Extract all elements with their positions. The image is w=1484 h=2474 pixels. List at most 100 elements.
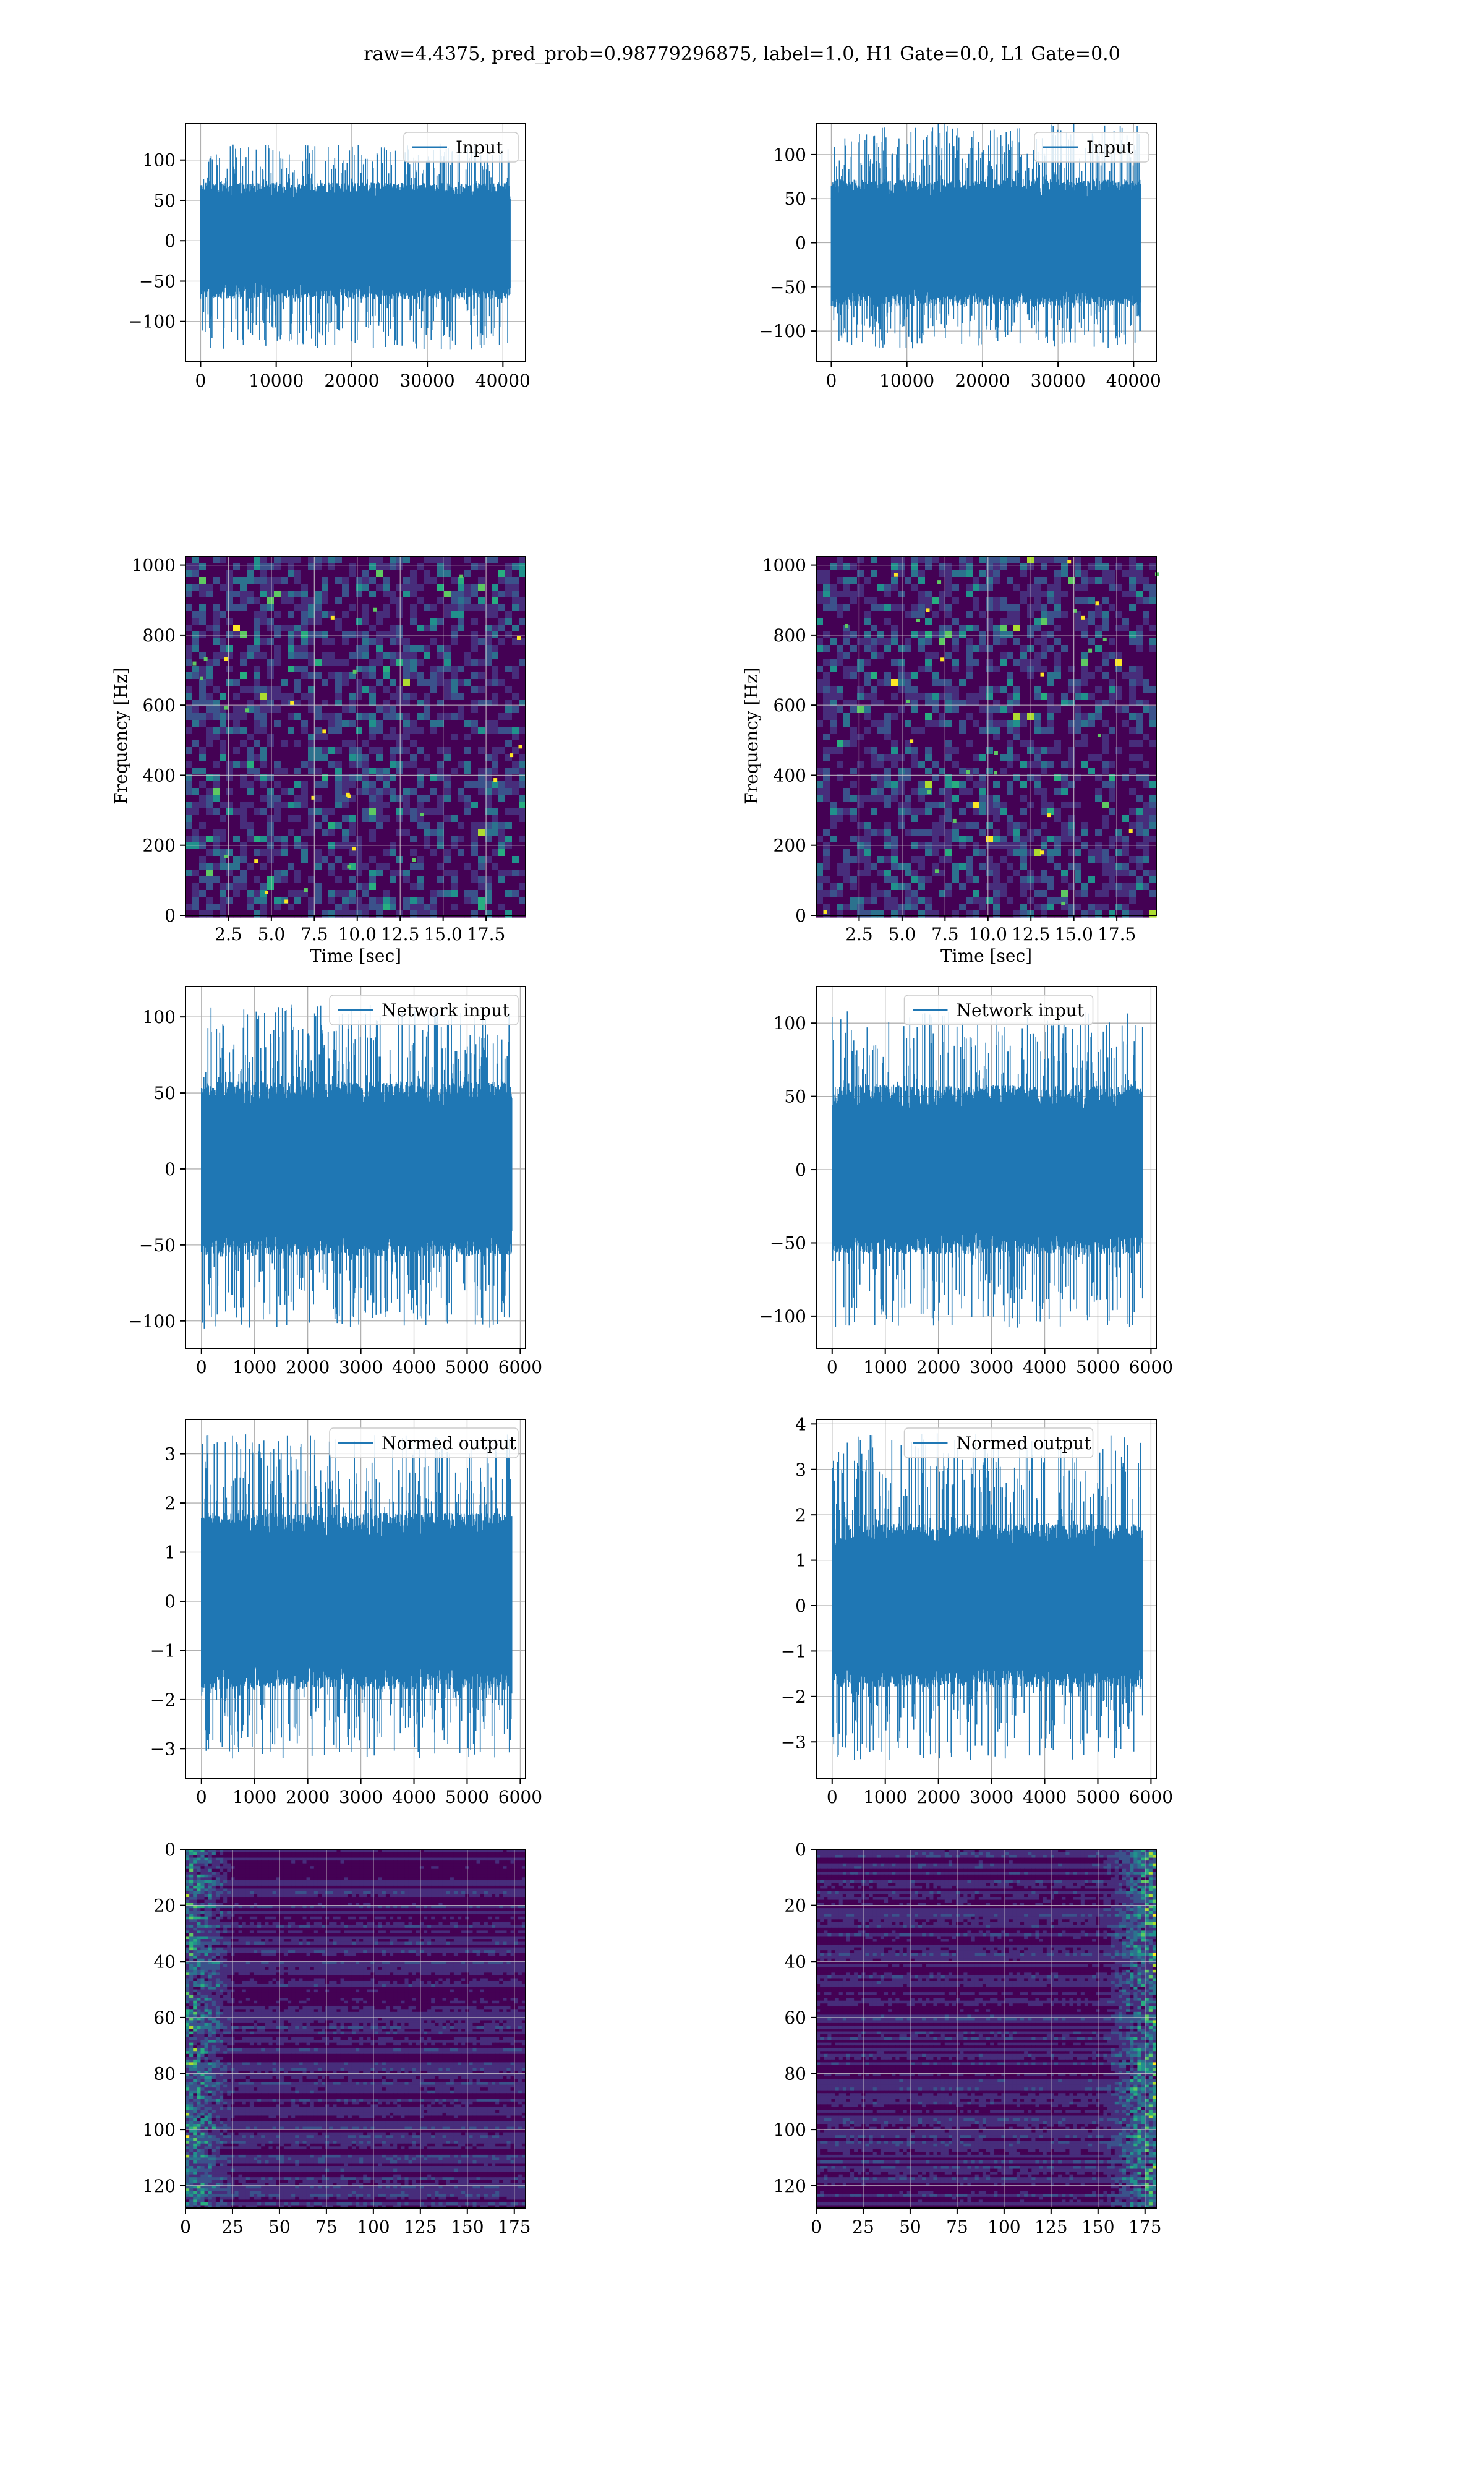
x-tick-label: 7.5 <box>931 924 959 944</box>
y-tick-label: 800 <box>143 625 176 646</box>
y-tick-label: −3 <box>781 1732 806 1752</box>
x-tick-label: 6000 <box>498 1787 542 1807</box>
legend-label: Normed output <box>382 1433 517 1453</box>
x-tick-label: 0 <box>180 2217 191 2237</box>
legend: Network input <box>905 995 1093 1025</box>
x-tick-label: 3000 <box>970 1787 1013 1807</box>
legend-label: Network input <box>957 1000 1085 1021</box>
y-tick-label: 0 <box>795 1596 806 1616</box>
y-tick-label: 0 <box>164 1839 176 1860</box>
x-tick-label: 6000 <box>1129 1787 1173 1807</box>
y-tick-label: −1 <box>781 1641 806 1661</box>
x-tick-label: 6000 <box>498 1357 542 1377</box>
y-tick-label: −50 <box>770 1233 806 1253</box>
feature-map-image <box>186 1849 526 2209</box>
y-tick-label: 600 <box>143 695 176 716</box>
x-tick-label: 0 <box>196 1787 207 1807</box>
x-tick-label: 4000 <box>1023 1357 1067 1377</box>
y-tick-label: −100 <box>759 1306 806 1327</box>
x-tick-label: 40000 <box>475 370 531 391</box>
y-tick-label: 120 <box>774 2176 806 2196</box>
x-tick-label: 25 <box>221 2217 244 2237</box>
legend-label: Network input <box>382 1000 510 1021</box>
y-tick-label: 20 <box>784 1896 806 1916</box>
y-tick-label: 120 <box>143 2176 176 2196</box>
x-tick-label: 4000 <box>392 1787 436 1807</box>
y-tick-label: 2 <box>795 1505 806 1525</box>
legend: Input <box>404 132 518 162</box>
y-tick-label: 100 <box>143 2120 176 2140</box>
x-tick-label: 40000 <box>1106 370 1161 391</box>
x-tick-label: 4000 <box>392 1357 436 1377</box>
x-tick-label: 4000 <box>1023 1787 1067 1807</box>
x-tick-label: 15.0 <box>1054 924 1093 944</box>
y-tick-label: −100 <box>128 312 176 332</box>
x-tick-label: 175 <box>498 2217 531 2237</box>
y-tick-label: 200 <box>143 836 176 856</box>
y-tick-label: 1 <box>164 1543 176 1563</box>
y-tick-label: 80 <box>153 2064 176 2084</box>
feature-map-image <box>816 1849 1157 2209</box>
y-tick-label: 2 <box>164 1493 176 1513</box>
y-tick-label: 0 <box>164 905 176 926</box>
x-tick-label: 1000 <box>232 1787 276 1807</box>
y-tick-label: 0 <box>164 1159 176 1179</box>
y-tick-label: 100 <box>143 150 176 171</box>
x-tick-label: 150 <box>1081 2217 1114 2237</box>
x-tick-label: 50 <box>268 2217 291 2237</box>
x-tick-label: 2.5 <box>845 924 873 944</box>
x-tick-label: 20000 <box>324 370 379 391</box>
y-tick-label: −50 <box>139 1235 176 1256</box>
y-tick-label: 50 <box>153 190 176 211</box>
y-tick-label: 600 <box>774 695 806 716</box>
x-tick-label: 5000 <box>445 1357 489 1377</box>
x-tick-label: 7.5 <box>301 924 328 944</box>
x-tick-label: 100 <box>987 2217 1020 2237</box>
y-tick-label: −1 <box>150 1640 176 1661</box>
x-tick-label: 125 <box>404 2217 437 2237</box>
y-tick-label: 1000 <box>132 555 176 576</box>
x-tick-label: 2.5 <box>215 924 242 944</box>
x-tick-label: 0 <box>195 370 207 391</box>
y-tick-label: 0 <box>164 231 176 251</box>
x-tick-label: 5000 <box>1076 1787 1120 1807</box>
y-tick-label: −2 <box>781 1687 806 1707</box>
y-tick-label: 3 <box>795 1460 806 1480</box>
y-tick-label: −50 <box>770 277 806 297</box>
y-tick-label: −50 <box>139 271 176 291</box>
x-tick-label: 1000 <box>232 1357 276 1377</box>
x-tick-label: 150 <box>451 2217 484 2237</box>
x-tick-label: 2000 <box>286 1357 330 1377</box>
y-tick-label: 400 <box>143 765 176 785</box>
spectrogram-image <box>816 557 1159 918</box>
y-tick-label: 200 <box>774 836 806 856</box>
y-tick-label: −100 <box>759 321 806 341</box>
x-tick-label: 1000 <box>863 1787 907 1807</box>
x-tick-label: 75 <box>946 2217 968 2237</box>
x-tick-label: 12.5 <box>381 924 419 944</box>
legend-label: Input <box>456 137 503 158</box>
y-tick-label: 0 <box>795 233 806 254</box>
x-tick-label: 2000 <box>916 1357 960 1377</box>
x-tick-label: 0 <box>196 1357 207 1377</box>
x-tick-label: 12.5 <box>1012 924 1050 944</box>
x-tick-label: 20000 <box>955 370 1010 391</box>
y-tick-label: 40 <box>153 1951 176 1972</box>
x-tick-label: 2000 <box>286 1787 330 1807</box>
figure-canvas: 0 10000 20000 30000 40000−100−50050100Input0… <box>0 0 1484 2474</box>
x-tick-label: 10.0 <box>338 924 377 944</box>
x-tick-label: 5.0 <box>889 924 916 944</box>
x-tick-label: 3000 <box>970 1357 1013 1377</box>
x-tick-label: 10000 <box>249 370 304 391</box>
y-tick-label: 800 <box>774 625 806 646</box>
y-tick-label: 100 <box>774 1013 806 1034</box>
y-tick-label: 50 <box>784 1087 806 1107</box>
x-tick-label: 6000 <box>1129 1357 1173 1377</box>
y-tick-label: 60 <box>784 2008 806 2028</box>
legend-label: Input <box>1086 137 1134 158</box>
x-tick-label: 15.0 <box>424 924 462 944</box>
x-tick-label: 5000 <box>445 1787 489 1807</box>
legend: Network input <box>330 995 518 1025</box>
x-axis-label: Time [sec] <box>310 946 401 966</box>
y-tick-label: 4 <box>795 1414 806 1434</box>
